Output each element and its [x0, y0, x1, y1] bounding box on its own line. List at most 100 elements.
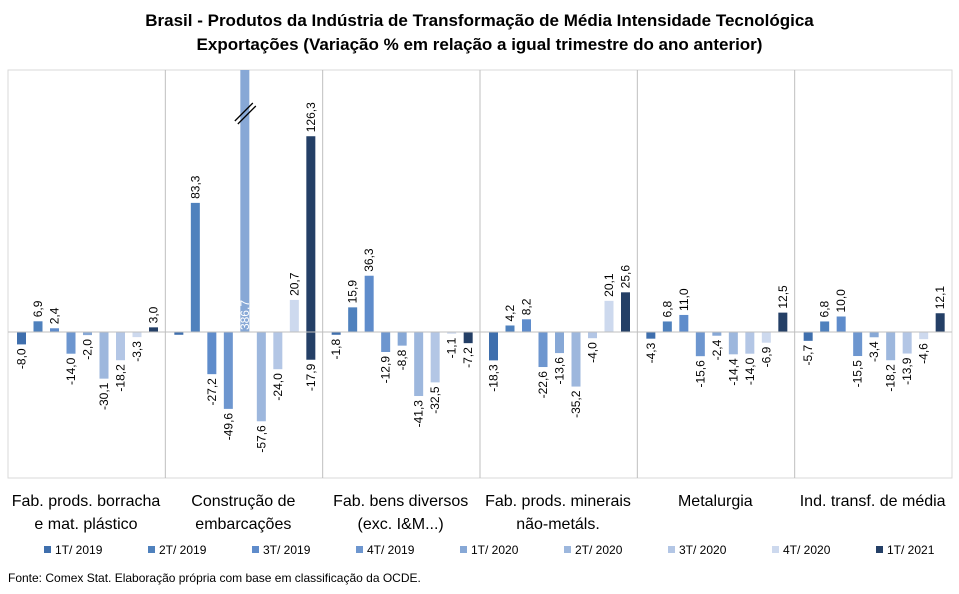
data-label: -57,6: [254, 425, 268, 453]
legend-swatch: [356, 546, 363, 554]
data-label: -2,4: [710, 339, 724, 360]
bar-1T-2020-cat6: [869, 332, 879, 338]
legend-item: 3T/ 2020: [668, 540, 726, 560]
data-label: -2,0: [81, 339, 95, 360]
category-label: Metalurgia: [677, 493, 753, 510]
bar-1T-2019-cat1: [17, 332, 26, 345]
legend-label: 2T/ 2020: [575, 543, 623, 557]
bar-4T-2020-cat1: [132, 332, 142, 338]
data-label: -13,6: [553, 357, 567, 385]
data-label: -5,7: [801, 345, 815, 366]
chart-title-line2: Exportações (Variação % em relação a igu…: [196, 35, 763, 54]
bar-2T-2019-cat3: [348, 307, 358, 332]
data-label: -13,9: [900, 357, 914, 385]
data-label: 15,9: [346, 280, 360, 304]
data-label: 12,1: [933, 286, 947, 310]
data-label: -17,9: [304, 363, 318, 391]
data-label: -8,0: [15, 348, 29, 369]
legend-item: 3T/ 2019: [252, 540, 310, 560]
data-label: -30,1: [97, 382, 111, 410]
data-label: 8,2: [520, 298, 534, 315]
data-label: 25,6: [619, 265, 633, 289]
chart-title-line1: Brasil - Produtos da Indústria de Transf…: [145, 11, 814, 30]
bar-3T-2020-cat3: [430, 332, 440, 383]
data-label: 12,5: [776, 285, 790, 309]
data-label: -27,2: [205, 378, 219, 406]
data-label: 3,0: [147, 306, 161, 323]
data-label: -22,6: [536, 371, 550, 399]
bar-3T-2019-cat5: [679, 314, 689, 332]
bar-1T-2019-cat4: [489, 332, 498, 361]
bar-4T-2020-cat5: [761, 332, 771, 343]
bar-3T-2020-cat5: [745, 332, 755, 354]
bar-2T-2019-cat1: [33, 321, 43, 332]
bar-2T-2019-cat2: [190, 202, 200, 332]
data-label: -14,4: [726, 358, 740, 386]
bar-1T-2020-cat1: [83, 332, 92, 336]
data-label: -1,8: [329, 338, 343, 359]
bar-1T-2020-cat2: [240, 70, 250, 332]
data-label: -8,8: [395, 349, 409, 370]
legend-item: 1T/ 2021: [876, 540, 934, 560]
legend-swatch: [44, 546, 51, 554]
data-label: -3,3: [130, 341, 144, 362]
bar-4T-2019-cat2: [223, 332, 233, 409]
data-label: -1,1: [445, 337, 459, 358]
data-label: -7,2: [461, 347, 475, 368]
chart-legend: 1T/ 2019 2T/ 2019 3T/ 2019 4T/ 2019 1T/ 2020…: [0, 540, 959, 560]
legend-swatch: [876, 546, 883, 554]
bar-3T-2020-cat6: [902, 332, 912, 354]
bar-3T-2019-cat1: [50, 328, 59, 332]
category-label: Fab. prods. minerais não-metáls.: [485, 493, 631, 533]
data-label: 6,8: [660, 300, 674, 317]
data-label: -18,2: [114, 364, 128, 392]
bar-1T-2021-cat1: [149, 327, 158, 332]
bar-1T-2021-cat5: [778, 312, 788, 332]
data-label: -18,2: [884, 364, 898, 392]
bar-4T-2019-cat5: [695, 332, 705, 357]
category-label: Construção de embarcações: [191, 493, 296, 533]
legend-item: 2T/ 2020: [564, 540, 622, 560]
legend-item: 4T/ 2019: [356, 540, 414, 560]
legend-label: 3T/ 2020: [679, 543, 727, 557]
legend-swatch: [252, 546, 259, 554]
bar-2T-2020-cat6: [886, 332, 896, 361]
legend-item: 1T/ 2019: [44, 540, 102, 560]
bar-4T-2020-cat2: [289, 299, 299, 332]
legend-item: 1T/ 2020: [460, 540, 518, 560]
data-label: 6,9: [31, 300, 45, 317]
bar-extra-cat2: [306, 136, 316, 332]
bar-4T-2019-cat3: [381, 332, 391, 352]
category-label: Fab. prods. borracha e mat. plástico: [11, 493, 161, 533]
data-label: -6,9: [759, 346, 773, 367]
legend-label: 1T/ 2019: [55, 543, 103, 557]
bar-2T-2019-cat6: [820, 321, 830, 332]
data-label: -3,4: [867, 341, 881, 362]
bar-1T-2020-cat3: [397, 332, 407, 346]
bar-2T-2019-cat5: [662, 321, 672, 332]
data-label: -32,5: [428, 386, 442, 414]
bar-3T-2019-cat2: [207, 332, 217, 375]
legend-label: 4T/ 2020: [783, 543, 831, 557]
bar-1T-2019-cat3: [331, 332, 341, 335]
legend-swatch: [564, 546, 571, 554]
bar-3T-2020-cat1: [116, 332, 125, 361]
data-label: -4,3: [644, 342, 658, 363]
data-label: 10,0: [834, 289, 848, 313]
data-label: 20,7: [287, 272, 301, 296]
source-note: Fonte: Comex Stat. Elaboração própria co…: [8, 571, 421, 585]
data-label: 4,2: [503, 304, 517, 321]
data-label: 36,3: [362, 248, 376, 272]
bar-1T-2021-cat3: [463, 332, 473, 344]
data-label: 11,0: [677, 288, 691, 311]
data-label: 20,1: [602, 273, 616, 297]
bar-2T-2020-cat2: [256, 332, 266, 422]
bar-3T-2020-cat2: [273, 332, 283, 370]
data-label: -15,6: [693, 360, 707, 388]
bar-3T-2020-cat4: [588, 332, 597, 339]
legend-swatch: [148, 546, 155, 554]
bar-1T-2021-cat6: [935, 313, 945, 332]
category-label: Ind. transf. de média: [799, 493, 946, 510]
bar-4T-2019-cat4: [538, 332, 548, 368]
